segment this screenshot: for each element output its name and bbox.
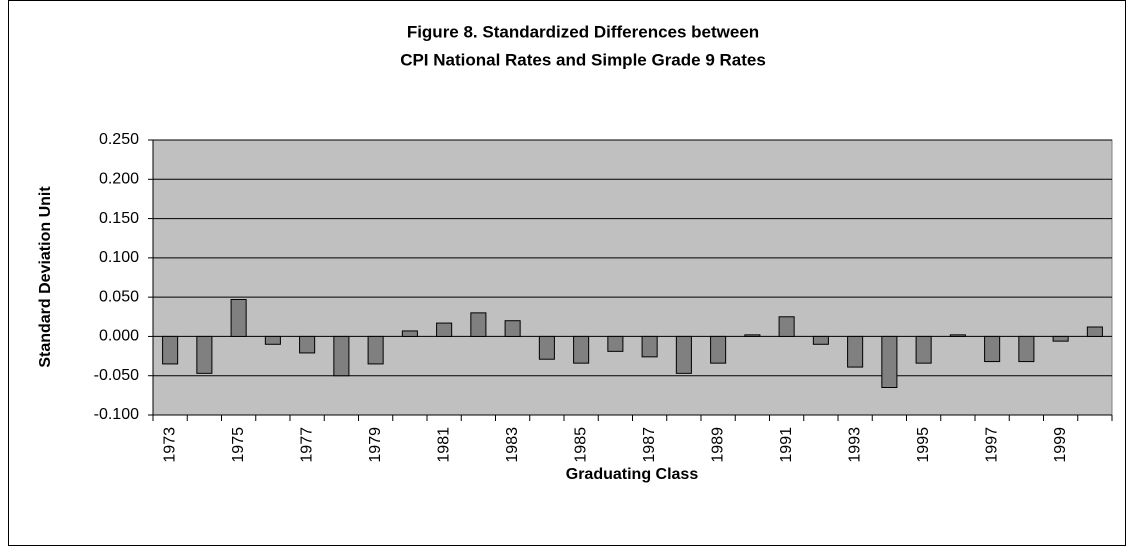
bar — [984, 335, 1001, 363]
bar — [230, 299, 247, 337]
bar — [675, 335, 692, 374]
bar — [1052, 335, 1069, 342]
y-tick-label: 0.150 — [99, 210, 139, 227]
plot-area — [152, 139, 1113, 416]
x-tick-label: 1987 — [641, 427, 658, 463]
y-tick-label: 0.250 — [99, 131, 139, 148]
x-tick-label: 1983 — [504, 427, 521, 463]
bar — [401, 330, 418, 337]
bar — [812, 335, 829, 345]
bar — [744, 334, 761, 337]
x-tick-label: 1997 — [983, 427, 1000, 463]
bar — [778, 316, 795, 337]
bar — [436, 322, 453, 337]
y-tick-label: 0.050 — [99, 288, 139, 305]
bar — [299, 335, 316, 354]
bar — [881, 335, 898, 388]
bar — [470, 312, 487, 337]
y-tick-label: -0.050 — [94, 367, 139, 384]
bar — [196, 335, 213, 374]
x-tick-label: 1973 — [161, 427, 178, 463]
x-tick-label: 1989 — [709, 427, 726, 463]
bar — [367, 335, 384, 365]
bar — [641, 335, 658, 358]
x-tick-label: 1985 — [572, 427, 589, 463]
bar — [710, 335, 727, 364]
bar — [949, 334, 966, 337]
x-tick-label: 1979 — [367, 427, 384, 463]
x-tick-label: 1993 — [846, 427, 863, 463]
y-tick-label: 0.100 — [99, 249, 139, 266]
y-tick-label: 0.000 — [99, 328, 139, 345]
x-tick-label: 1981 — [435, 427, 452, 463]
x-tick-label: 1991 — [778, 427, 795, 463]
bar — [607, 335, 624, 352]
y-tick-label: -0.100 — [94, 406, 139, 423]
y-tick-label: 0.200 — [99, 171, 139, 188]
x-tick-label: 1975 — [230, 427, 247, 463]
bar — [915, 335, 932, 364]
x-tick-label: 1995 — [915, 427, 932, 463]
y-axis-title: Standard Deviation Unit — [37, 186, 54, 368]
bar — [573, 335, 590, 364]
bar — [1086, 326, 1103, 337]
x-tick-label: 1999 — [1052, 427, 1069, 463]
bar — [504, 320, 521, 337]
bar — [1018, 335, 1035, 363]
chart-title: CPI National Rates and Simple Grade 9 Ra… — [400, 50, 766, 69]
bar — [333, 335, 350, 377]
bar — [162, 335, 179, 365]
x-tick-label: 1977 — [298, 427, 315, 463]
chart-title: Figure 8. Standardized Differences betwe… — [407, 22, 759, 41]
bar — [847, 335, 864, 368]
bar — [538, 335, 555, 360]
bar — [264, 335, 281, 345]
x-axis-title: Graduating Class — [566, 466, 699, 483]
